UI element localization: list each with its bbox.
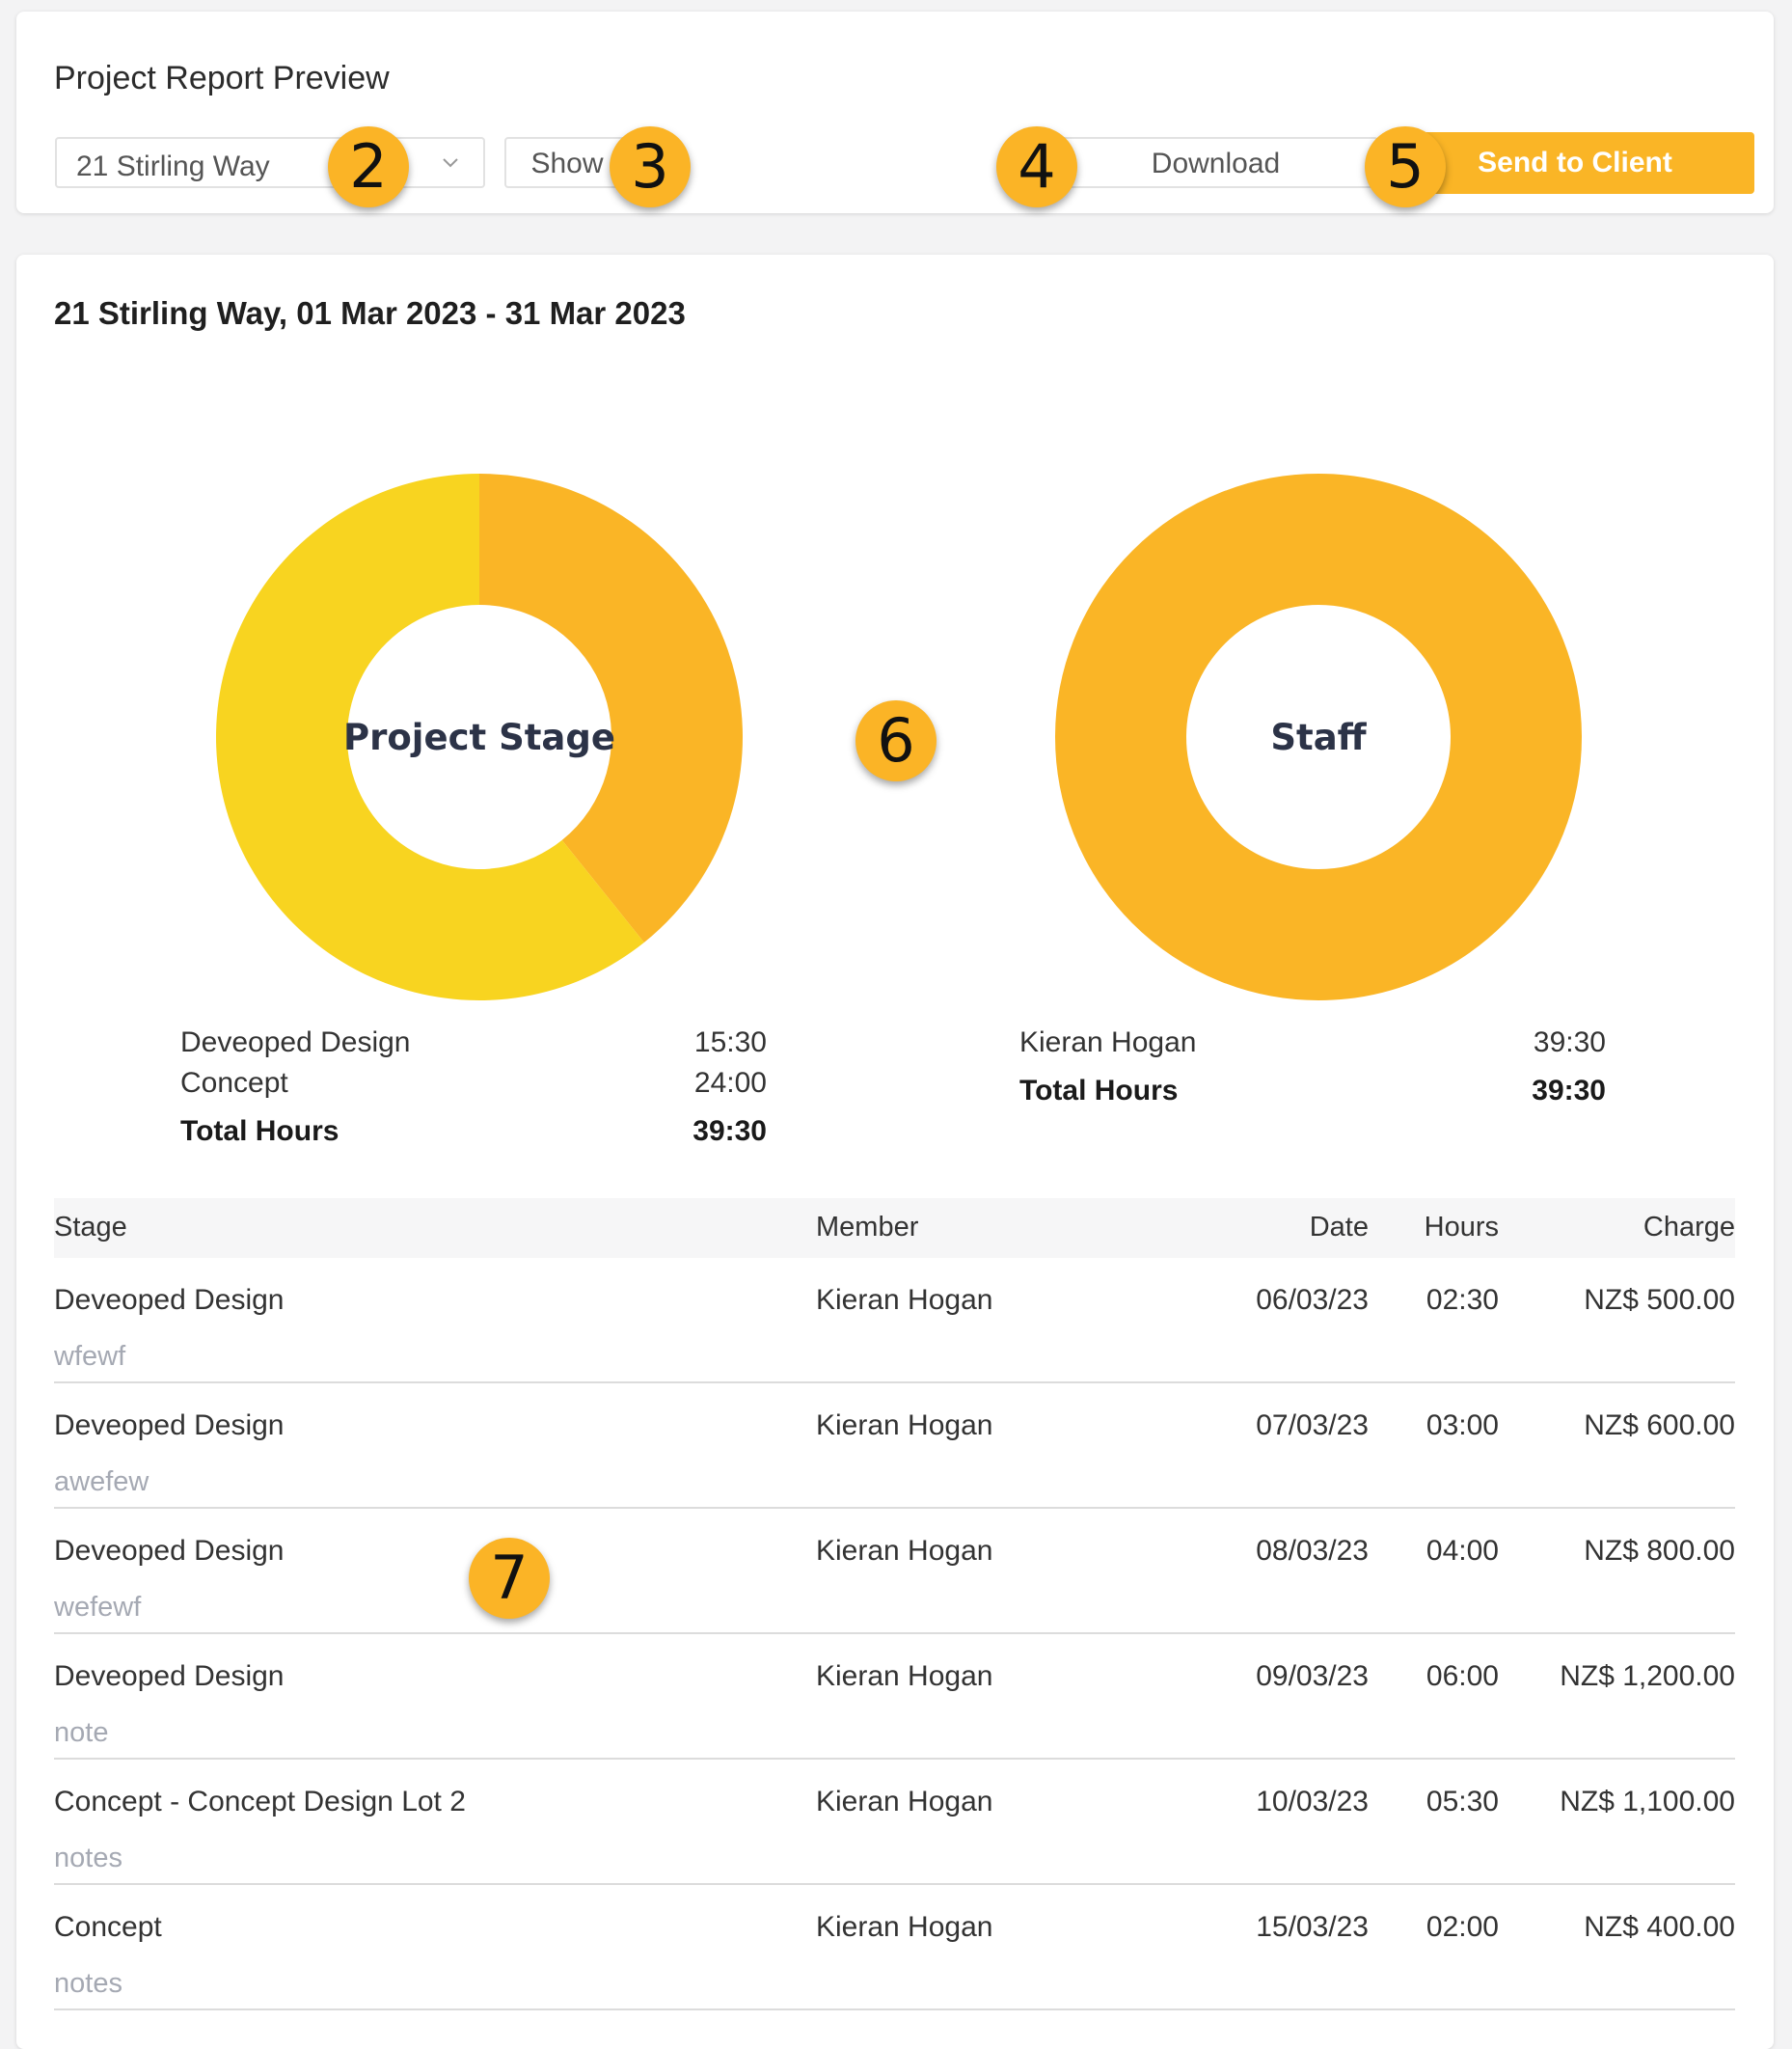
annotation-badge: 2 [328,126,409,207]
table-row[interactable]: Deveoped Design note Kieran Hogan 09/03/… [54,1634,1735,1760]
annotation-badge: 4 [996,126,1077,207]
table-row[interactable]: Deveoped Design awefew Kieran Hogan 07/0… [54,1383,1735,1509]
row-date: 09/03/23 [1256,1660,1369,1692]
row-stage: Deveoped Design [54,1535,285,1567]
legend-item-value: 15:30 [693,1026,767,1058]
row-stage: Concept [54,1911,162,1943]
report-title: 21 Stirling Way, 01 Mar 2023 - 31 Mar 20… [54,295,686,331]
column-header-hours[interactable]: Hours [1424,1212,1499,1243]
annotation-badge: 5 [1365,126,1446,207]
page-title: Project Report Preview [54,60,390,96]
donut-slice-deveoped-design[interactable] [479,474,743,943]
staff-legend: Kieran Hogan 39:30 Total Hours 39:30 [1019,1026,1606,1115]
row-charge: NZ$ 1,100.00 [1560,1786,1735,1817]
column-header-date[interactable]: Date [1309,1212,1369,1243]
download-button[interactable]: Download [1053,137,1378,188]
annotation-badge: 6 [855,700,937,781]
legend-item-name: Deveoped Design [180,1026,411,1058]
row-hours: 03:00 [1425,1409,1499,1441]
row-note: wefewf [54,1592,142,1623]
row-note: note [54,1717,109,1748]
row-note: wfewf [54,1341,126,1372]
row-stage: Deveoped Design [54,1660,285,1692]
legend-item: Deveoped Design 15:30 [180,1026,767,1067]
row-note: awefew [54,1466,149,1497]
row-date: 08/03/23 [1256,1535,1369,1567]
legend-item: Kieran Hogan 39:30 [1019,1026,1606,1067]
legend-total-label: Total Hours [180,1115,339,1147]
row-stage: Deveoped Design [54,1409,285,1441]
row-date: 10/03/23 [1256,1786,1369,1817]
project-stage-chart: Project Stage [209,467,749,1007]
row-date: 07/03/23 [1256,1409,1369,1441]
report-preview-card: 21 Stirling Way, 01 Mar 2023 - 31 Mar 20… [16,255,1774,2049]
row-charge: NZ$ 600.00 [1584,1409,1735,1441]
row-charge: NZ$ 400.00 [1584,1911,1735,1943]
row-hours: 02:00 [1425,1911,1499,1943]
row-hours: 04:00 [1425,1535,1499,1567]
row-member: Kieran Hogan [816,1660,993,1692]
table-row[interactable]: Concept notes Kieran Hogan 15/03/23 02:0… [54,1885,1735,2010]
column-header-member[interactable]: Member [816,1212,919,1243]
stage-legend: Deveoped Design 15:30 Concept 24:00 Tota… [180,1026,767,1156]
row-note: notes [54,1843,122,1873]
table-header: Stage Member Date Hours Charge [54,1198,1735,1258]
row-hours: 05:30 [1425,1786,1499,1817]
project-select[interactable]: 21 Stirling Way [55,137,485,188]
row-member: Kieran Hogan [816,1911,993,1943]
legend-total-value: 39:30 [692,1115,767,1147]
time-entries-table: Stage Member Date Hours Charge Deveoped … [54,1198,1735,2010]
table-row[interactable]: Deveoped Design wfewf Kieran Hogan 06/03… [54,1258,1735,1383]
legend-item-value: 39:30 [1533,1026,1606,1058]
legend-item: Concept 24:00 [180,1067,767,1107]
row-charge: NZ$ 800.00 [1584,1535,1735,1567]
legend-total: Total Hours 39:30 [180,1115,767,1156]
row-date: 15/03/23 [1256,1911,1369,1943]
table-row[interactable]: Concept - Concept Design Lot 2 notes Kie… [54,1760,1735,1885]
row-member: Kieran Hogan [816,1284,993,1316]
row-charge: NZ$ 500.00 [1584,1284,1735,1316]
row-stage: Concept - Concept Design Lot 2 [54,1786,466,1817]
send-to-client-button[interactable]: Send to Client [1396,132,1754,194]
chevron-down-icon [443,158,458,168]
legend-item-name: Kieran Hogan [1019,1026,1197,1058]
row-hours: 02:30 [1425,1284,1499,1316]
legend-total-label: Total Hours [1019,1075,1179,1106]
row-note: notes [54,1968,122,1999]
legend-item-name: Concept [180,1067,288,1099]
table-row[interactable]: Deveoped Design wefewf Kieran Hogan 08/0… [54,1509,1735,1634]
row-date: 06/03/23 [1256,1284,1369,1316]
row-member: Kieran Hogan [816,1786,993,1817]
report-toolbar-card: Project Report Preview 21 Stirling Way S… [16,12,1774,213]
legend-total: Total Hours 39:30 [1019,1075,1606,1115]
row-member: Kieran Hogan [816,1535,993,1567]
annotation-badge: 7 [469,1538,550,1619]
row-hours: 06:00 [1425,1660,1499,1692]
row-stage: Deveoped Design [54,1284,285,1316]
project-stage-chart-label: Project Stage [343,717,615,758]
column-header-stage[interactable]: Stage [54,1212,127,1243]
annotation-badge: 3 [610,126,691,207]
donut-slice-concept[interactable] [215,474,644,1000]
staff-chart: Staff [1048,467,1588,1007]
legend-total-value: 39:30 [1532,1075,1606,1106]
row-member: Kieran Hogan [816,1409,993,1441]
project-select-value: 21 Stirling Way [76,150,270,182]
legend-item-value: 24:00 [693,1067,767,1099]
row-charge: NZ$ 1,200.00 [1560,1660,1735,1692]
donut-slice-kieran-hogan[interactable] [1055,474,1582,1000]
column-header-charge[interactable]: Charge [1643,1212,1735,1243]
staff-chart-label: Staff [1270,717,1367,758]
show-button[interactable]: Show [504,137,630,188]
